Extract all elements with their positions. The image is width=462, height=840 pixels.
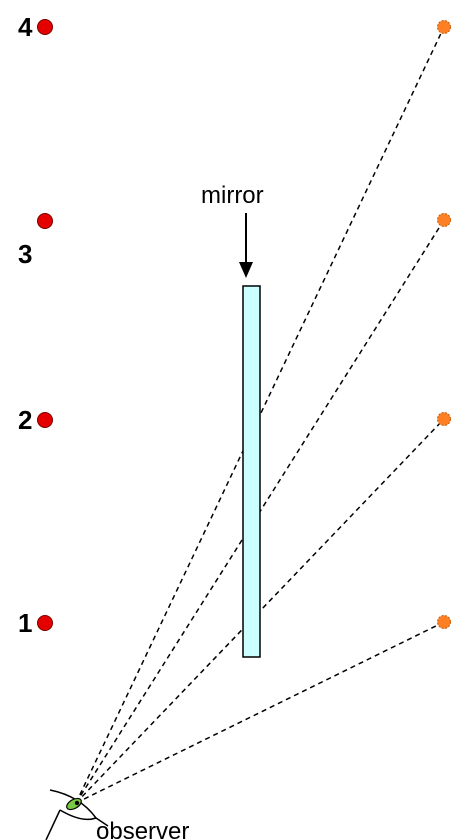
image-dot-3	[437, 213, 451, 227]
object-dot-4	[37, 19, 53, 35]
object-dot-1	[37, 615, 53, 631]
object-number-4: 4	[18, 12, 33, 42]
object-3: 3	[18, 213, 53, 269]
mirror-arrow	[239, 213, 253, 278]
image-dot-1	[437, 615, 451, 629]
object-1: 1	[18, 608, 53, 638]
image-dot-4	[437, 20, 451, 34]
observer-label: observer	[96, 818, 189, 840]
object-2: 2	[18, 405, 53, 435]
object-dot-3	[37, 213, 53, 229]
object-4: 4	[18, 12, 53, 42]
object-dot-2	[37, 412, 53, 428]
image-dot-2	[437, 412, 451, 426]
eye-icon	[45, 789, 109, 840]
mirror	[242, 285, 261, 658]
object-number-3: 3	[18, 239, 32, 269]
object-number-2: 2	[18, 405, 32, 435]
sight-line-4	[75, 26, 445, 804]
object-number-1: 1	[18, 608, 32, 638]
mirror-label: mirror	[201, 182, 264, 209]
